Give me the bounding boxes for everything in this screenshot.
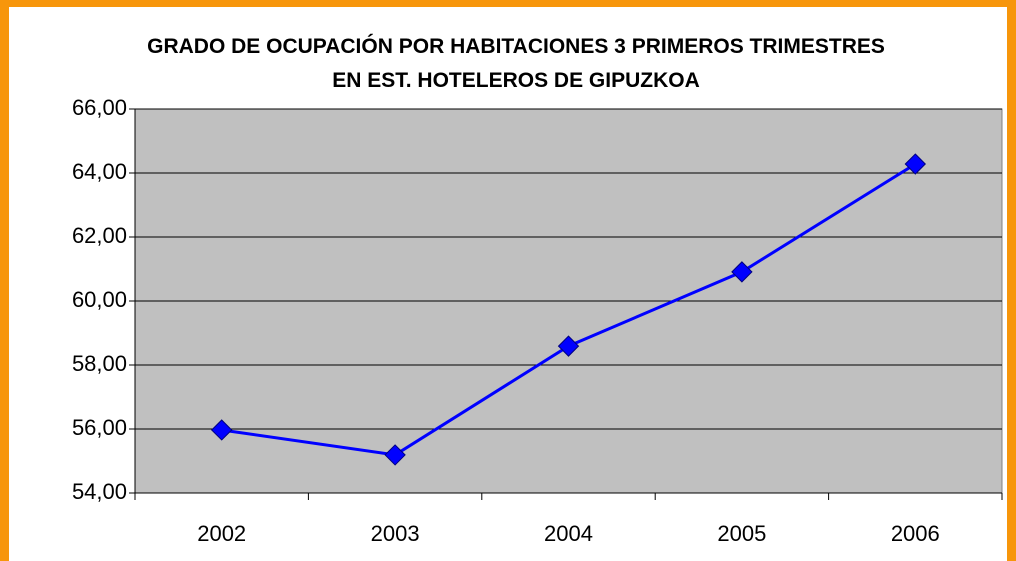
marker xyxy=(210,419,233,441)
x-tick-label: 2005 xyxy=(717,521,766,546)
y-tick-label: 60,00 xyxy=(72,287,127,312)
marker xyxy=(731,261,753,283)
y-tick-label: 58,00 xyxy=(72,351,127,376)
marker xyxy=(904,153,927,175)
chart-title: GRADO DE OCUPACIÓN POR HABITACIONES 3 PR… xyxy=(147,35,885,92)
x-tick-label: 2002 xyxy=(197,521,246,546)
y-tick-label: 64,00 xyxy=(72,159,127,184)
y-tick-label: 56,00 xyxy=(72,415,127,440)
y-tick-label: 66,00 xyxy=(72,95,127,120)
y-tick-label: 54,00 xyxy=(72,479,127,504)
marker xyxy=(557,335,580,357)
y-tick-label: 62,00 xyxy=(72,223,127,248)
x-tick-label: 2004 xyxy=(544,521,593,546)
x-tick-label: 2006 xyxy=(891,521,940,546)
marker xyxy=(384,444,406,466)
x-tick-label: 2003 xyxy=(371,521,420,546)
